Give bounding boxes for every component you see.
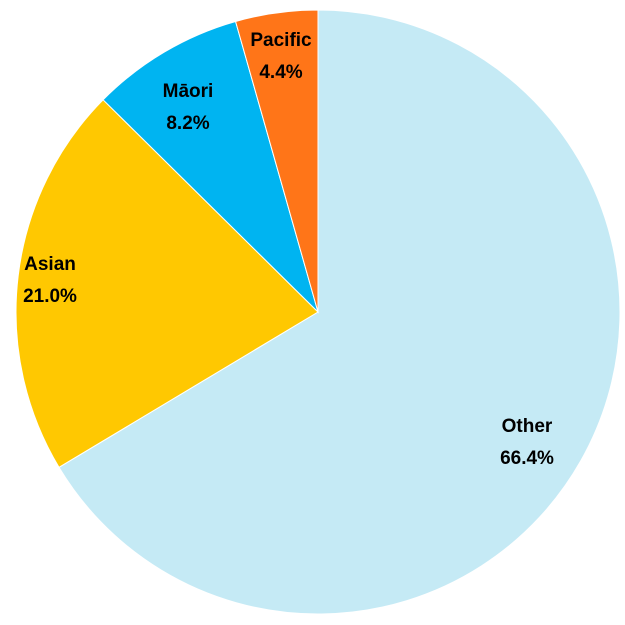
slices-layer — [15, 9, 621, 615]
slice-category-label: Other — [502, 416, 553, 437]
slice-label-asian: Asian 21.0% — [23, 254, 77, 307]
slice-label-pacific: Pacific 4.4% — [250, 30, 312, 83]
pie-slice-maori — [102, 20, 319, 314]
slice-label-other: Other 66.4% — [500, 416, 554, 469]
slice-value-label: 21.0% — [23, 286, 77, 307]
labels-layer: Other 66.4% Asian 21.0% Māori 8.2% Pacific 4.4% — [23, 30, 554, 469]
pie-slice-other — [58, 9, 621, 615]
slice-label-maori: Māori 8.2% — [163, 81, 214, 134]
slice-category-label: Asian — [24, 254, 76, 275]
slice-category-label: Māori — [163, 81, 214, 102]
pie-slice-asian — [15, 99, 319, 469]
slice-value-label: 8.2% — [166, 113, 209, 134]
slice-value-label: 66.4% — [500, 448, 554, 469]
slice-value-label: 4.4% — [259, 62, 302, 83]
slice-category-label: Pacific — [250, 30, 312, 51]
pie-slice-pacific — [234, 9, 319, 313]
